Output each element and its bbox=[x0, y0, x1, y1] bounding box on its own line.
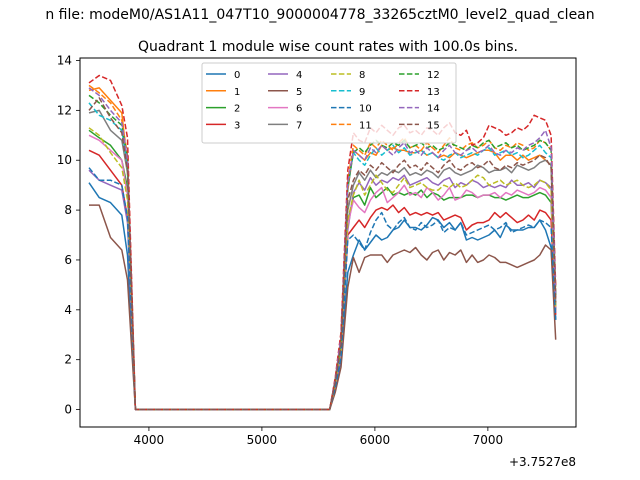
y-tick-label: 4 bbox=[64, 303, 72, 317]
legend-label-14: 14 bbox=[427, 104, 440, 115]
x-tick-label: 7000 bbox=[473, 433, 504, 447]
y-tick-label: 8 bbox=[64, 203, 72, 217]
legend-label-1: 1 bbox=[234, 87, 240, 98]
legend-label-4: 4 bbox=[296, 70, 302, 81]
legend-label-2: 2 bbox=[234, 104, 240, 115]
y-tick-label: 2 bbox=[64, 353, 72, 367]
legend-label-5: 5 bbox=[296, 87, 302, 98]
series-line-15 bbox=[88, 97, 557, 411]
plot-frame bbox=[79, 57, 577, 428]
chart-title: Quadrant 1 module wise count rates with … bbox=[138, 39, 518, 55]
x-tick-label: 6000 bbox=[360, 433, 391, 447]
y-tick-label: 14 bbox=[57, 53, 72, 67]
legend-label-15: 15 bbox=[427, 120, 440, 131]
legend-label-11: 11 bbox=[359, 120, 372, 131]
legend-label-3: 3 bbox=[234, 120, 240, 131]
y-tick-label: 12 bbox=[57, 103, 72, 117]
legend-label-9: 9 bbox=[359, 87, 365, 98]
legend-frame bbox=[201, 62, 457, 144]
y-tick-label: 6 bbox=[64, 253, 72, 267]
y-axis: 0 2 4 6 8 10 12 14 bbox=[57, 53, 80, 417]
series-line-9 bbox=[88, 102, 557, 411]
y-tick-label: 10 bbox=[57, 153, 72, 167]
x-tick-label: 4000 bbox=[134, 433, 165, 447]
legend-label-0: 0 bbox=[234, 70, 240, 81]
x-tick-label: 5000 bbox=[247, 433, 278, 447]
x-axis: 4000 5000 6000 7000 bbox=[134, 427, 503, 447]
legend-label-13: 13 bbox=[427, 87, 440, 98]
legend-label-8: 8 bbox=[359, 70, 365, 81]
legend-label-10: 10 bbox=[359, 104, 372, 115]
legend-label-6: 6 bbox=[296, 104, 302, 115]
legend-label-7: 7 bbox=[296, 120, 302, 131]
y-tick-label: 0 bbox=[64, 403, 72, 417]
figure-suptitle: n file: modeM0/AS1A11_047T10_9000004778_… bbox=[45, 7, 594, 23]
x-axis-offset-label: +3.7527e8 bbox=[509, 455, 576, 469]
series-layer bbox=[88, 74, 557, 411]
legend-label-12: 12 bbox=[427, 70, 440, 81]
